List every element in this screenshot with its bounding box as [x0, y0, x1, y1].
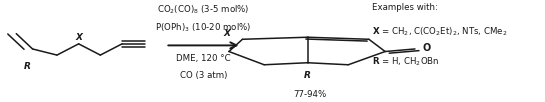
Text: CO (3 atm): CO (3 atm): [180, 71, 227, 80]
Text: $\mathbf{X}$ = CH$_2$, C(CO$_2$Et)$_2$, NTs, CMe$_2$: $\mathbf{X}$ = CH$_2$, C(CO$_2$Et)$_2$, …: [372, 26, 507, 38]
Text: CO$_2$(CO)$_8$ (3-5 mol%): CO$_2$(CO)$_8$ (3-5 mol%): [157, 3, 250, 16]
Text: R: R: [304, 72, 311, 80]
Text: 77-94%: 77-94%: [294, 90, 327, 99]
Text: DME, 120 °C: DME, 120 °C: [176, 54, 231, 63]
Text: X: X: [224, 29, 231, 38]
Text: O: O: [423, 43, 431, 53]
Text: R: R: [23, 62, 31, 71]
Text: P(OPh)$_3$ (10-20 mol%): P(OPh)$_3$ (10-20 mol%): [155, 21, 252, 34]
Text: $\mathbf{R}$ = H, CH$_2$OBn: $\mathbf{R}$ = H, CH$_2$OBn: [372, 55, 439, 68]
Text: Examples with:: Examples with:: [372, 3, 438, 12]
Text: X: X: [75, 33, 82, 42]
